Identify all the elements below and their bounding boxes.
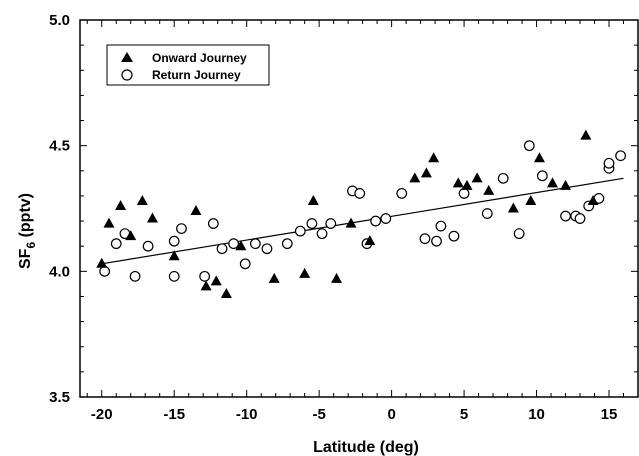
return-journey-point bbox=[142, 240, 154, 252]
return-journey-point bbox=[603, 157, 615, 169]
onward-journey-point bbox=[525, 194, 537, 205]
y-axis-label-unit: (pptv) bbox=[17, 193, 34, 242]
onward-journey-point bbox=[299, 267, 311, 278]
onward-journey-point bbox=[507, 202, 519, 213]
plot-frame bbox=[79, 19, 639, 398]
legend: Onward Journey Return Journey bbox=[106, 44, 270, 86]
return-journey-point bbox=[448, 230, 460, 242]
onward-journey-point bbox=[409, 172, 421, 183]
trend-line bbox=[101, 177, 624, 265]
return-journey-point bbox=[176, 223, 187, 235]
x-tick-label: 0 bbox=[387, 406, 395, 423]
return-journey-point bbox=[129, 270, 141, 282]
onward-journey-point bbox=[307, 194, 319, 205]
onward-journey-point bbox=[200, 280, 212, 291]
return-journey-point bbox=[560, 210, 571, 222]
x-tick-label: -5 bbox=[312, 406, 325, 423]
return-journey-point bbox=[239, 258, 251, 270]
onward-journey-point bbox=[103, 217, 115, 228]
x-tick-label: -10 bbox=[236, 406, 258, 423]
return-journey-point bbox=[481, 208, 493, 219]
return-journey-point bbox=[110, 238, 122, 250]
onward-journey-point bbox=[96, 257, 108, 268]
x-tick-label: -15 bbox=[163, 406, 185, 423]
onward-journey-point bbox=[471, 172, 483, 183]
return-journey-point bbox=[168, 270, 180, 282]
return-journey-point bbox=[458, 188, 470, 199]
return-journey-point bbox=[207, 218, 219, 229]
return-journey-point bbox=[228, 238, 240, 250]
onward-journey-point bbox=[210, 275, 222, 286]
return-journey-point bbox=[513, 228, 525, 240]
return-journey-point bbox=[294, 225, 306, 237]
return-journey-point bbox=[615, 150, 627, 162]
return-journey-point bbox=[370, 215, 382, 227]
onward-journey-point bbox=[587, 194, 599, 205]
return-journey-point bbox=[261, 243, 273, 255]
return-journey-point bbox=[354, 188, 366, 199]
onward-journey-point bbox=[125, 230, 137, 241]
onward-journey-point bbox=[190, 205, 202, 216]
return-journey-point bbox=[281, 238, 293, 250]
onward-journey-point bbox=[168, 250, 180, 261]
legend-return-marker bbox=[121, 69, 133, 81]
x-tick-label: -20 bbox=[91, 406, 113, 423]
data-points bbox=[96, 129, 627, 298]
return-journey-point bbox=[419, 233, 431, 245]
legend-onward-label: Onward Journey bbox=[152, 51, 247, 65]
return-journey-point bbox=[536, 170, 548, 182]
x-tick-label: 5 bbox=[460, 406, 468, 423]
onward-journey-point bbox=[452, 177, 464, 188]
onward-journey-point bbox=[428, 152, 440, 163]
onward-journey-point bbox=[220, 287, 232, 298]
return-journey-point bbox=[306, 218, 318, 229]
return-journey-point bbox=[249, 238, 261, 250]
y-axis-label-subscript: 6 bbox=[24, 242, 38, 249]
y-tick-label: 4.0 bbox=[49, 263, 70, 280]
onward-journey-point bbox=[461, 179, 473, 190]
x-tick-label: 15 bbox=[601, 406, 618, 423]
onward-journey-point bbox=[146, 212, 158, 223]
return-journey-point bbox=[325, 218, 337, 229]
onward-journey-point bbox=[345, 217, 357, 228]
return-journey-point bbox=[199, 270, 211, 282]
onward-journey-point bbox=[136, 194, 148, 205]
y-tick-label: 4.5 bbox=[49, 138, 70, 155]
onward-journey-point bbox=[420, 167, 432, 178]
return-journey-point bbox=[396, 188, 408, 199]
return-journey-point bbox=[574, 213, 586, 224]
legend-return-label: Return Journey bbox=[152, 68, 241, 82]
return-journey-point bbox=[435, 220, 447, 232]
onward-journey-point bbox=[560, 179, 572, 190]
onward-journey-point bbox=[115, 199, 127, 210]
return-journey-point bbox=[523, 140, 535, 152]
onward-journey-point bbox=[331, 272, 343, 283]
onward-journey-point bbox=[483, 184, 495, 195]
return-journey-point bbox=[216, 243, 228, 255]
onward-journey-point bbox=[235, 240, 247, 251]
trendline-layer bbox=[101, 177, 624, 265]
y-axis-label-main: SF bbox=[17, 248, 34, 269]
axis-ticks: -20 -15 -10 -5 0 5 10 15 3.5 4.0 4.5 5.0 bbox=[49, 12, 639, 423]
x-tick-label: 10 bbox=[528, 406, 545, 423]
y-axis-label: SF6 (pptv) bbox=[17, 193, 38, 269]
onward-journey-point bbox=[546, 177, 558, 188]
onward-journey-point bbox=[268, 272, 280, 283]
legend-onward-marker bbox=[121, 52, 133, 62]
return-journey-point bbox=[99, 265, 111, 277]
return-journey-point bbox=[380, 213, 392, 224]
legend-box bbox=[106, 44, 270, 86]
return-journey-point bbox=[168, 235, 180, 247]
plot-area bbox=[79, 19, 639, 398]
return-journey-point bbox=[316, 228, 328, 240]
y-tick-label: 3.5 bbox=[49, 389, 70, 406]
x-axis-label: Latitude (deg) bbox=[313, 439, 419, 456]
y-tick-label: 5.0 bbox=[49, 12, 70, 29]
onward-journey-point bbox=[580, 129, 592, 140]
onward-journey-point bbox=[533, 152, 545, 163]
return-journey-point bbox=[431, 235, 442, 247]
return-journey-point bbox=[497, 172, 509, 184]
onward-journey-point bbox=[364, 235, 376, 246]
